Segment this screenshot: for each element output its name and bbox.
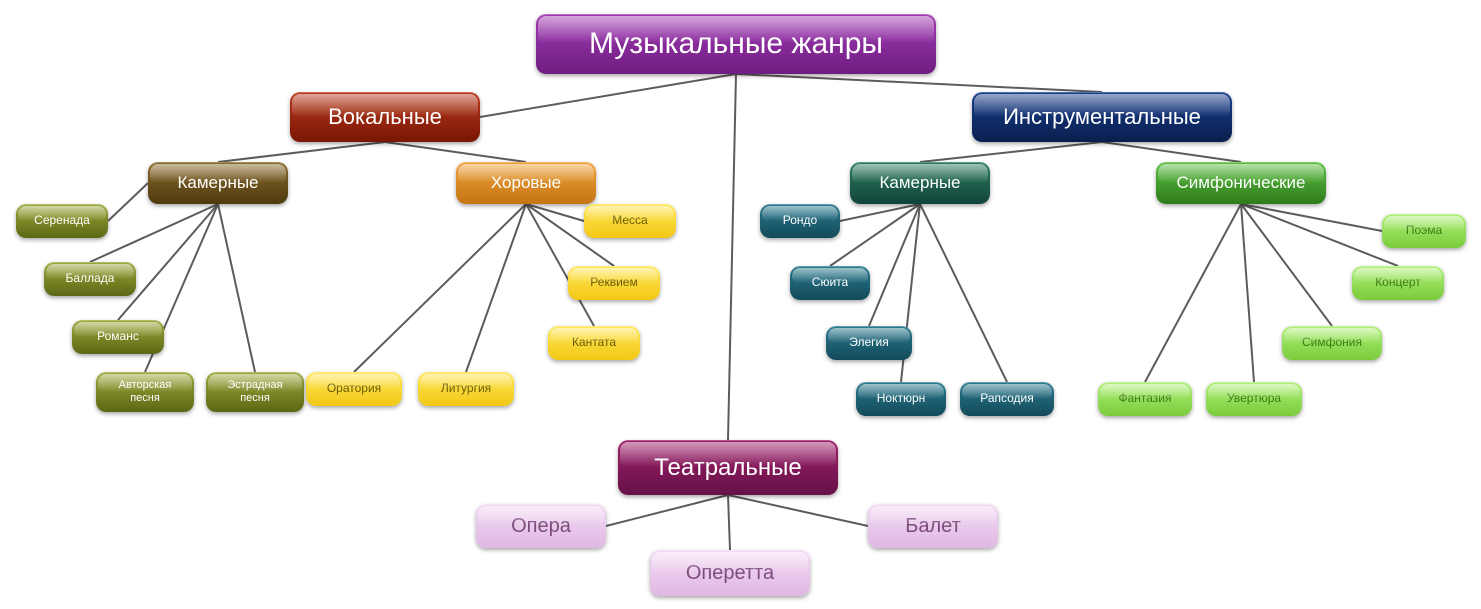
node-vocal: Вокальные [290,92,480,142]
node-poem: Поэма [1382,214,1466,248]
node-roma: Романс [72,320,164,354]
node-label-orat: Оратория [327,382,381,396]
edge-isymph-uver [1241,204,1254,382]
node-konc: Концерт [1352,266,1444,300]
node-label-opera: Опера [511,515,571,538]
node-orat: Оратория [306,372,402,406]
node-label-nokt: Ноктюрн [877,392,926,406]
node-label-vhor: Хоровые [491,173,561,193]
edge-vkam-roma [118,204,218,320]
edge-vkam-sere [108,183,148,221]
edge-vhor-litu [466,204,526,372]
node-root: Музыкальные жанры [536,14,936,74]
diagram-stage: Музыкальные жанры Вокальные Инструментальн… [0,0,1481,609]
node-sere: Серенада [16,204,108,238]
node-ball: Баллада [44,262,136,296]
node-label-instr: Инструментальные [1003,104,1201,129]
node-kant: Кантата [548,326,640,360]
edge-root-vocal [480,74,736,117]
node-label-estr: Эстрадная песня [227,379,282,404]
edge-vkam-ball [90,204,218,262]
node-label-operet: Оперетта [686,562,774,585]
node-label-balet: Балет [905,515,961,538]
edge-ikam-eleg [869,204,920,326]
edge-vhor-orat [354,204,526,372]
edge-theatre-opera [606,495,728,526]
node-vkam: Камерные [148,162,288,204]
edge-root-theatre [728,74,736,440]
edge-vocal-vkam [218,142,385,162]
node-label-symf: Симфония [1302,336,1362,350]
node-label-vocal: Вокальные [328,104,442,129]
connectors-svg [0,0,1481,609]
node-ikam: Камерные [850,162,990,204]
node-estr: Эстрадная песня [206,372,304,412]
node-label-eleg: Элегия [849,336,888,350]
node-instr: Инструментальные [972,92,1232,142]
node-label-roma: Романс [97,330,139,344]
node-opera: Опера [476,504,606,548]
edge-isymph-fant [1145,204,1241,382]
node-operet: Оперетта [650,550,810,596]
edge-ikam-suit [830,204,920,266]
node-eleg: Элегия [826,326,912,360]
node-suit: Сюита [790,266,870,300]
node-label-avto: Авторская песня [119,379,172,404]
edge-vocal-vhor [385,142,526,162]
edge-instr-isymph [1102,142,1241,162]
node-nokt: Ноктюрн [856,382,946,416]
edge-root-instr [736,74,1102,92]
node-label-fant: Фантазия [1118,392,1171,406]
node-label-vkam: Камерные [177,173,258,193]
node-theatre: Театральные [618,440,838,495]
node-rekv: Реквием [568,266,660,300]
node-label-mess: Месса [612,214,647,228]
node-label-ikam: Камерные [879,173,960,193]
edge-instr-ikam [920,142,1102,162]
edge-vkam-estr [218,204,255,372]
node-isymph: Симфонические [1156,162,1326,204]
edge-isymph-symf [1241,204,1332,326]
node-uver: Увертюра [1206,382,1302,416]
node-label-suit: Сюита [812,276,848,290]
node-vhor: Хоровые [456,162,596,204]
node-label-theatre: Театральные [654,454,802,482]
node-label-rond: Рондо [783,214,817,228]
edge-theatre-operet [728,495,730,550]
node-label-raps: Рапсодия [980,392,1034,406]
node-label-root: Музыкальные жанры [589,27,883,62]
node-litu: Литургия [418,372,514,406]
edge-ikam-rond [840,204,920,221]
node-label-kant: Кантата [572,336,616,350]
edge-vhor-mess [526,204,584,221]
edge-theatre-balet [728,495,868,526]
node-fant: Фантазия [1098,382,1192,416]
node-label-sere: Серенада [34,214,90,228]
edge-ikam-raps [920,204,1007,382]
node-symf: Симфония [1282,326,1382,360]
node-label-rekv: Реквием [590,276,637,290]
node-label-poem: Поэма [1406,224,1442,238]
node-raps: Рапсодия [960,382,1054,416]
node-mess: Месса [584,204,676,238]
node-balet: Балет [868,504,998,548]
node-label-uver: Увертюра [1227,392,1281,406]
node-label-litu: Литургия [441,382,491,396]
node-label-ball: Баллада [66,272,115,286]
node-label-konc: Концерт [1375,276,1421,290]
node-label-isymph: Симфонические [1177,173,1306,193]
node-avto: Авторская песня [96,372,194,412]
edge-isymph-poem [1241,204,1382,231]
edge-isymph-konc [1241,204,1398,266]
node-rond: Рондо [760,204,840,238]
